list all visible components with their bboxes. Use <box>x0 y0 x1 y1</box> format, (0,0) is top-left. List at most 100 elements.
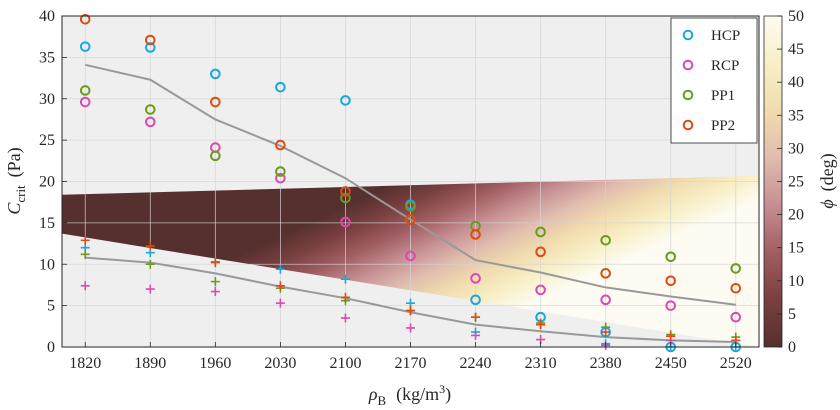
colorbar-tick-label: 5 <box>788 306 796 323</box>
colorbar-tick-label: 40 <box>788 74 804 91</box>
data-point-pp1-circle <box>340 192 351 204</box>
data-point-pp2-circle <box>600 268 611 279</box>
data-point-rcp-circle <box>275 172 286 184</box>
fit-line-1 <box>85 63 736 306</box>
data-point-pp2-circle <box>665 275 677 287</box>
legend-marker-pp1 <box>682 89 694 101</box>
data-point-pp1-circle <box>665 251 677 263</box>
data-point-series-6-plus <box>145 284 155 294</box>
data-point-series-8-plus <box>666 331 676 341</box>
data-point-rcp-circle <box>405 250 416 262</box>
y-tick-label: 30 <box>39 91 55 108</box>
y-tick-label: 20 <box>39 174 55 191</box>
legend-marker-hcp <box>682 29 694 41</box>
data-point-series-7-plus <box>145 259 155 269</box>
data-point-series-6-plus <box>406 323 415 333</box>
data-point-pp1-circle <box>600 234 611 246</box>
colorbar-tick-label: 35 <box>788 107 804 124</box>
data-point-series-6-plus <box>340 313 350 323</box>
y-tick-label: 15 <box>39 215 55 232</box>
data-point-rcp-circle <box>600 294 611 306</box>
data-point-series-6-plus <box>210 287 220 297</box>
data-point-hcp-circle <box>144 42 156 53</box>
x-tick-label: 2520 <box>720 355 752 372</box>
x-tick-label: 2030 <box>264 355 296 372</box>
y-tick-label: 10 <box>39 256 55 273</box>
y-tick-label: 40 <box>39 8 55 25</box>
data-point-pp2-circle <box>340 186 351 197</box>
colorbar-tick-label: 0 <box>788 339 796 356</box>
data-point-pp1-circle <box>79 85 91 96</box>
data-point-rcp-circle <box>144 116 156 128</box>
x-tick-label: 1820 <box>69 355 101 372</box>
data-point-rcp-circle <box>535 284 546 296</box>
colorbar-tick-label: 15 <box>788 240 804 257</box>
x-tick-label: 1890 <box>134 355 166 372</box>
data-point-pp2-circle <box>275 139 286 151</box>
data-point-series-8-plus <box>471 312 481 322</box>
data-point-hcp-circle <box>470 294 481 306</box>
data-point-series-8-plus <box>406 306 415 316</box>
data-point-pp2-circle <box>210 96 221 108</box>
data-point-hcp-circle <box>340 95 351 106</box>
data-point-series-7-plus <box>80 249 90 259</box>
y-axis-label: Ccrit(Pa) <box>4 147 28 214</box>
colorbar-tick-label: 20 <box>788 207 804 224</box>
x-tick-label: 2310 <box>525 355 557 372</box>
data-point-pp1-circle <box>405 201 416 212</box>
data-point-pp2-circle <box>730 282 742 294</box>
data-point-series-8-plus <box>340 292 350 302</box>
x-axis-label: ρB (kg/m3) <box>368 382 451 408</box>
colorbar-tick-label: 10 <box>788 273 804 290</box>
y-tick-label: 25 <box>39 132 55 149</box>
x-tick-label: 2240 <box>460 355 492 372</box>
legend-label-pp1: PP1 <box>711 88 735 104</box>
data-point-series-6-plus <box>275 298 285 308</box>
data-point-pp1-circle <box>730 263 742 274</box>
y-tick-label: 35 <box>39 49 55 66</box>
legend-label-rcp: RCP <box>711 58 739 74</box>
data-point-pp2-circle <box>405 214 416 225</box>
data-point-series-8-plus <box>601 327 611 337</box>
data-point-pp1-circle <box>275 166 286 177</box>
data-point-pp1-circle <box>144 104 156 115</box>
data-point-rcp-circle <box>730 311 742 323</box>
data-point-rcp-circle <box>79 96 91 108</box>
data-point-series-6-plus <box>471 330 481 340</box>
data-point-rcp-circle <box>340 216 351 228</box>
data-point-series-7-plus <box>210 277 220 287</box>
data-point-rcp-circle <box>470 273 481 284</box>
data-point-pp2-circle <box>470 229 481 240</box>
legend-label-pp2: PP2 <box>711 118 735 134</box>
data-point-series-5-plus <box>275 264 285 274</box>
data-point-hcp-circle <box>79 41 91 52</box>
colorbar-tick-label: 45 <box>788 41 804 58</box>
data-point-rcp-circle <box>665 300 677 311</box>
data-point-pp1-circle <box>535 226 546 238</box>
legend-marker-pp2 <box>682 119 694 131</box>
colorbar-tick-label: 30 <box>788 140 804 157</box>
legend: HCP RCP PP1 PP2 <box>670 17 758 144</box>
colorbar-label: ϕ(deg) <box>817 153 838 208</box>
colorbar-tick-label: 25 <box>788 174 804 191</box>
data-point-series-5-plus <box>340 274 350 284</box>
data-point-pp2-circle <box>79 14 91 25</box>
x-tick-label: 1960 <box>199 355 231 372</box>
data-point-hcp-circle <box>210 68 221 80</box>
data-point-series-8-plus <box>536 320 546 330</box>
data-point-pp1-circle <box>210 150 221 162</box>
data-point-pp2-circle <box>535 246 546 258</box>
data-point-hcp-circle <box>275 81 286 93</box>
data-point-series-8-plus <box>80 235 90 245</box>
data-point-series-8-plus <box>275 281 285 291</box>
colorbar-tick-label: 50 <box>788 8 804 25</box>
x-tick-label: 2450 <box>655 355 687 372</box>
data-point-pp2-circle <box>144 34 156 46</box>
x-tick-label: 2170 <box>395 355 427 372</box>
x-tick-label: 2100 <box>329 355 361 372</box>
legend-marker-rcp <box>682 59 694 71</box>
x-tick-label: 2380 <box>590 355 622 372</box>
legend-label-hcp: HCP <box>711 28 740 44</box>
y-tick-label: 5 <box>47 298 55 315</box>
